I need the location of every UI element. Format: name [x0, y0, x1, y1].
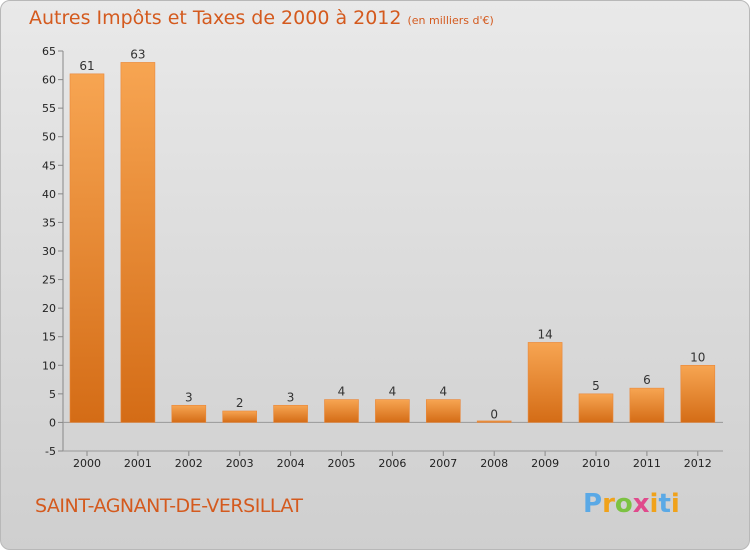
chart-title-text: Autres Impôts et Taxes de 2000 à 2012 — [29, 7, 402, 29]
chart-title: Autres Impôts et Taxes de 2000 à 2012 (en… — [29, 7, 494, 29]
x-tick-label-2003: 2003 — [226, 457, 254, 470]
x-tick-label-2012: 2012 — [684, 457, 712, 470]
bar-2003 — [222, 410, 257, 423]
data-label-2012: 10 — [690, 350, 705, 364]
y-tick-label: 60 — [42, 74, 56, 87]
x-tick-label-2011: 2011 — [633, 457, 661, 470]
y-tick-label: 45 — [42, 159, 56, 172]
x-tick-label-2006: 2006 — [378, 457, 406, 470]
y-tick-label: 50 — [42, 131, 56, 144]
bar-2010 — [578, 393, 614, 423]
data-label-2010: 5 — [592, 379, 600, 393]
bar-2005 — [324, 399, 359, 423]
data-label-2007: 4 — [439, 385, 447, 399]
bar-2008 — [476, 420, 512, 423]
data-label-2005: 4 — [338, 385, 346, 399]
chart-subtitle: (en milliers d'€) — [407, 14, 494, 27]
data-label-2000: 61 — [79, 59, 94, 73]
y-tick-label: 15 — [42, 331, 56, 344]
x-tick-label-2005: 2005 — [328, 457, 356, 470]
y-tick-label: 5 — [49, 388, 56, 401]
commune-name: SAINT-AGNANT-DE-VERSILLAT — [35, 495, 303, 517]
bar-2012 — [680, 364, 716, 423]
data-label-2011: 6 — [643, 373, 651, 387]
data-label-2008: 0 — [490, 407, 498, 421]
y-tick-label: 35 — [42, 216, 56, 229]
x-tick-label-2002: 2002 — [175, 457, 203, 470]
y-tick-label: 40 — [42, 188, 56, 201]
y-tick-label: 65 — [42, 45, 56, 58]
proxiti-logo: Proxiti — [583, 489, 680, 519]
bars — [69, 62, 716, 423]
data-label-2003: 2 — [236, 396, 244, 410]
x-tick-label-2000: 2000 — [73, 457, 101, 470]
y-tick-label: 25 — [42, 274, 56, 287]
data-labels: 61 63 3 2 3 4 4 4 0 14 5 6 10 — [79, 47, 705, 421]
bar-2002 — [171, 404, 207, 423]
x-tick-label-2008: 2008 — [480, 457, 508, 470]
bar-2001 — [120, 62, 156, 423]
x-tick-label-2007: 2007 — [429, 457, 457, 470]
y-tick-label: 30 — [42, 245, 56, 258]
y-tick-label: 0 — [49, 416, 56, 429]
y-tick-label: 55 — [42, 102, 56, 115]
x-tick-label-2010: 2010 — [582, 457, 610, 470]
y-tick-label: 20 — [42, 302, 56, 315]
x-tick-label-2001: 2001 — [124, 457, 152, 470]
data-label-2004: 3 — [287, 390, 295, 404]
x-tick-label-2009: 2009 — [531, 457, 559, 470]
bar-2007 — [425, 399, 461, 423]
data-label-2006: 4 — [389, 385, 397, 399]
bar-2011 — [629, 387, 665, 423]
y-tick-label: 10 — [42, 359, 56, 372]
bar-2009 — [527, 342, 563, 423]
x-tick-label-2004: 2004 — [277, 457, 305, 470]
data-label-2001: 63 — [130, 47, 145, 61]
bar-2004 — [273, 404, 308, 423]
data-label-2009: 14 — [537, 327, 552, 341]
bar-2000 — [69, 73, 105, 423]
y-tick-label: -5 — [45, 445, 56, 458]
bar-2006 — [375, 399, 410, 423]
data-label-2002: 3 — [185, 390, 193, 404]
